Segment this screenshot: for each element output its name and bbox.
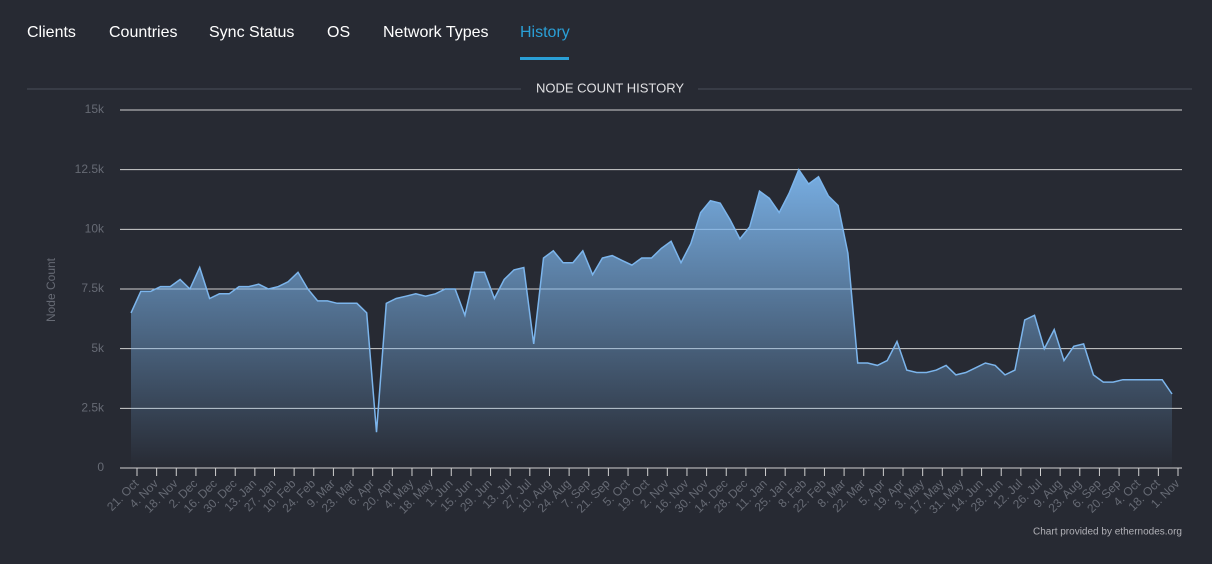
area (131, 169, 1172, 468)
tab[interactable]: Network Types (383, 24, 489, 41)
y-tick-label: 10k (85, 222, 105, 236)
y-axis-title: Node Count (44, 257, 58, 322)
tab[interactable]: Clients (27, 24, 76, 41)
y-tick-label: 2.5k (81, 401, 105, 415)
y-tick-label: 0 (97, 460, 104, 474)
credit: Chart provided by ethernodes.org (1033, 527, 1182, 538)
y-tick-label: 12.5k (75, 162, 105, 176)
chart-title: NODE COUNT HISTORY (536, 80, 684, 95)
tab[interactable]: Sync Status (209, 24, 294, 41)
y-tick-label: 5k (91, 341, 105, 355)
tab[interactable]: OS (327, 24, 350, 41)
y-tick-label: 7.5k (81, 281, 105, 295)
tab[interactable]: Countries (109, 24, 177, 41)
line (130, 168, 1173, 433)
tab-bar: Clients Countries Sync Status OS Network Typ… (27, 24, 570, 41)
active-tab-underline (520, 57, 569, 60)
tab[interactable]: History (520, 24, 570, 41)
y-tick-label: 15k (85, 102, 105, 116)
